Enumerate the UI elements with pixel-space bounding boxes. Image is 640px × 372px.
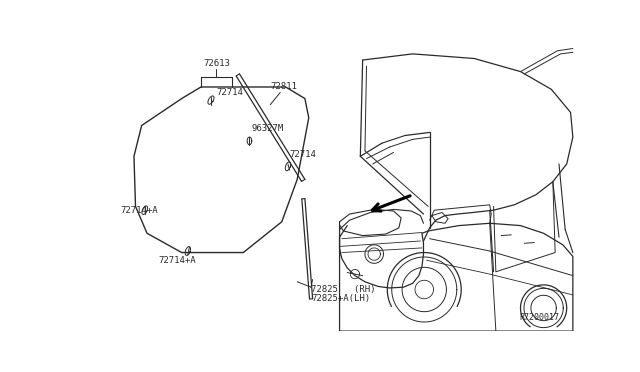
Text: 72714: 72714 <box>289 150 316 158</box>
Text: 72811: 72811 <box>270 82 297 91</box>
Polygon shape <box>134 87 308 253</box>
Text: 72825   (RH): 72825 (RH) <box>311 285 376 294</box>
Text: R7200017: R7200017 <box>519 314 559 323</box>
Text: 72714+A: 72714+A <box>120 206 157 215</box>
Text: 72714+A: 72714+A <box>159 256 196 265</box>
Text: 72714: 72714 <box>216 88 243 97</box>
Text: 96327M: 96327M <box>251 124 284 133</box>
Text: 72613: 72613 <box>203 59 230 68</box>
Text: 72825+A(LH): 72825+A(LH) <box>311 294 370 303</box>
